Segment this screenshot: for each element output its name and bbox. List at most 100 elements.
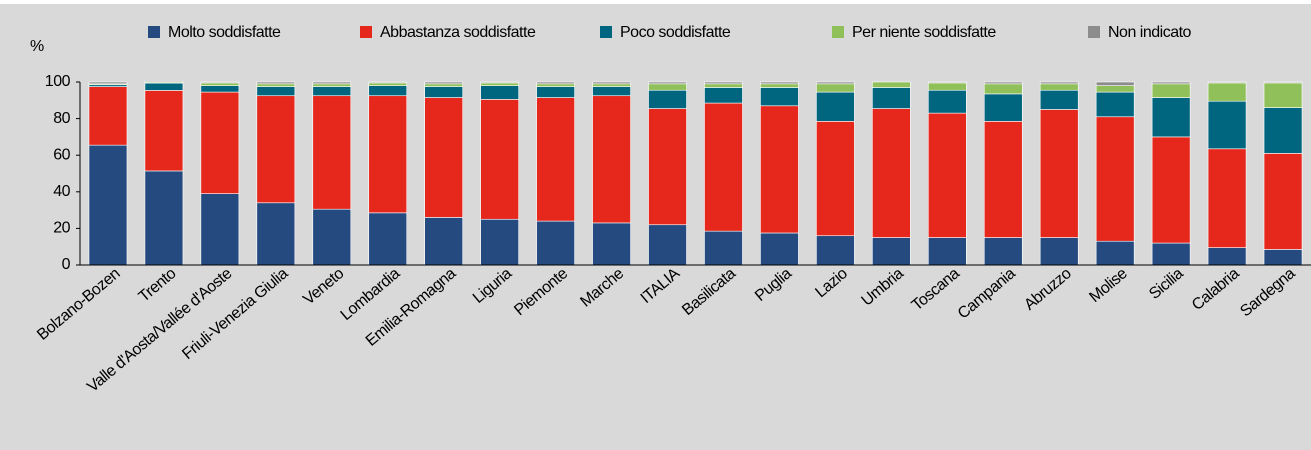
bar-segment <box>704 83 743 88</box>
bar-segment <box>1207 82 1247 102</box>
bar-segment <box>983 237 1023 266</box>
bar-segment <box>927 82 967 91</box>
bar-segment <box>927 112 967 238</box>
bar-segment <box>592 95 631 224</box>
bar-segment <box>592 222 631 266</box>
bar-segment <box>816 121 855 237</box>
bar-segment <box>1263 249 1303 266</box>
bar-segment <box>760 105 799 234</box>
bar-segment <box>256 202 296 266</box>
bar-segment <box>1263 107 1303 154</box>
bar-segment <box>312 81 352 85</box>
bar-segment <box>88 81 128 85</box>
bar-segment <box>1151 242 1191 266</box>
bar-segment <box>983 121 1023 238</box>
legend-swatch <box>600 26 612 38</box>
bar-segment <box>312 83 352 87</box>
bar-segment <box>704 102 743 232</box>
bar-segment <box>760 83 799 88</box>
bar-segment <box>927 237 967 266</box>
bar-segment <box>927 81 967 84</box>
bar-segment <box>256 83 296 87</box>
y-tick-label: 80 <box>53 110 70 127</box>
legend-label: Molto soddisfatte <box>168 24 281 41</box>
bar-segment <box>256 95 296 204</box>
bar-segment <box>1039 237 1079 266</box>
bar-segment <box>480 81 519 84</box>
bar-segment <box>536 83 575 87</box>
bar-segment <box>648 224 687 266</box>
bar-segment <box>872 81 911 88</box>
bar-segment <box>1207 247 1247 266</box>
y-tick-label: 60 <box>53 146 70 163</box>
bar-segment <box>872 108 911 238</box>
legend-swatch <box>1088 26 1100 38</box>
bar-segment <box>1095 116 1135 242</box>
bar-segment <box>88 86 128 146</box>
bar-segment <box>816 83 855 93</box>
bar-segment <box>536 81 575 85</box>
bar-segment <box>200 85 240 93</box>
bar-segment <box>704 87 743 104</box>
bar-segment <box>648 83 687 91</box>
bar-segment <box>200 193 240 266</box>
bar-segment <box>704 230 743 266</box>
bar-segment <box>872 237 911 266</box>
bar-segment <box>1095 91 1135 118</box>
bar-segment <box>88 144 128 266</box>
bar-segment <box>816 81 855 85</box>
bar-segment <box>760 81 799 85</box>
bar-segment <box>536 220 575 266</box>
bar-segment <box>256 81 296 85</box>
bar-segment <box>1095 240 1135 266</box>
bar-segment <box>648 81 687 85</box>
bar-segment <box>592 86 631 97</box>
bar-segment <box>200 81 240 84</box>
bar-segment <box>983 81 1023 85</box>
bar-segment <box>1207 100 1247 150</box>
bar-segment <box>1095 85 1135 93</box>
bar-segment <box>424 83 464 87</box>
bar-segment <box>760 87 799 107</box>
bar-segment <box>1263 81 1303 84</box>
y-tick-label: 40 <box>53 183 70 200</box>
bar-segment <box>704 81 743 85</box>
legend-label: Poco soddisfatte <box>620 24 731 41</box>
bar-segment <box>200 82 240 86</box>
bar-segment <box>1039 109 1079 238</box>
bar-segment <box>1095 81 1135 86</box>
bar-segment <box>256 86 296 97</box>
bar-segment <box>927 89 967 114</box>
bar-segment <box>144 82 184 91</box>
bar-segment <box>144 170 184 266</box>
bar-segment <box>424 81 464 85</box>
bar-segment <box>1263 82 1303 108</box>
bar-segment <box>312 86 352 97</box>
bar-segment <box>983 93 1023 122</box>
bar-segment <box>983 83 1023 95</box>
legend-label: Per niente soddisfatte <box>852 24 996 41</box>
y-tick-label: 20 <box>53 220 70 237</box>
bar-segment <box>648 89 687 109</box>
legend-swatch <box>148 26 160 38</box>
bar-segment <box>424 217 464 266</box>
bar-segment <box>368 212 408 266</box>
bar-segment <box>1151 81 1191 85</box>
bar-segment <box>424 97 464 218</box>
bar-segment <box>1039 89 1079 110</box>
bar-segment <box>200 91 240 194</box>
legend-swatch <box>360 26 372 38</box>
bar-segment <box>536 86 575 98</box>
bar-segment <box>1151 97 1191 138</box>
bar-segment <box>816 91 855 122</box>
legend-label: Abbastanza soddisfatte <box>380 24 536 41</box>
bar-segment <box>368 95 408 214</box>
bar-segment <box>536 97 575 222</box>
bar-segment <box>1151 136 1191 244</box>
bar-segment <box>480 82 519 86</box>
bar-segment <box>144 90 184 172</box>
y-tick-label: 100 <box>45 73 71 90</box>
bar-segment <box>1039 83 1079 91</box>
bar-segment <box>816 235 855 266</box>
bar-segment <box>480 85 519 100</box>
